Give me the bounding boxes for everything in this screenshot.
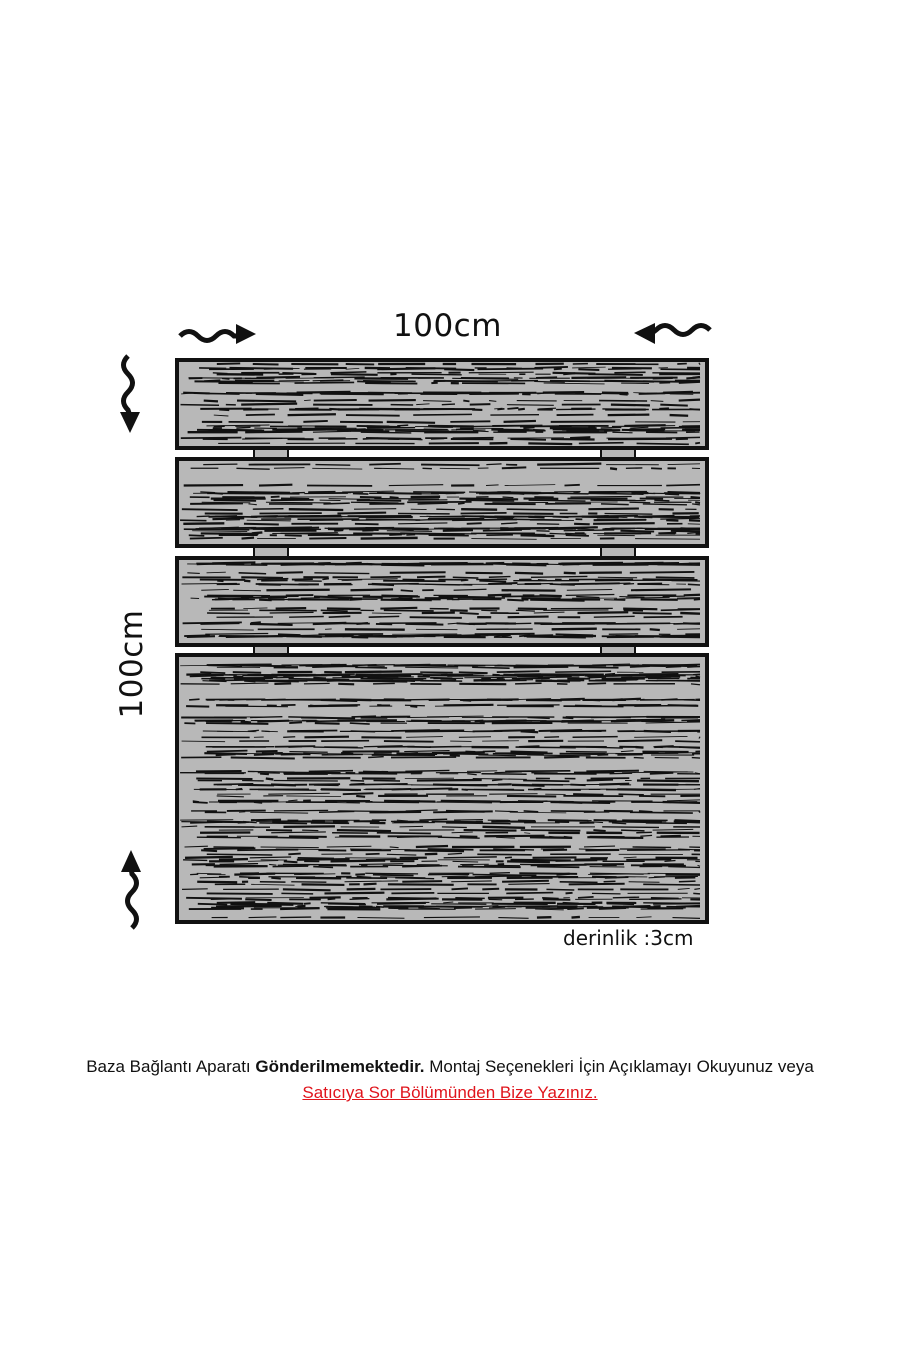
width-label: 100cm	[393, 308, 502, 344]
notice-line-2: Satıcıya Sor Bölümünden Bize Yazınız.	[0, 1083, 900, 1103]
arrow-left-up-icon	[121, 850, 141, 930]
arrow-top-left-icon	[178, 324, 256, 344]
notice-part2: Montaj Seçenekleri İçin Açıklamayı Okuyu…	[424, 1057, 814, 1076]
ask-seller-link[interactable]: Satıcıya Sor Bölümünden Bize Yazınız.	[302, 1083, 598, 1102]
notice-part1: Baza Bağlantı Aparatı	[86, 1057, 256, 1076]
height-label: 100cm	[114, 609, 150, 719]
arrow-left-down-icon	[120, 354, 140, 433]
notice-bold: Gönderilmemektedir.	[255, 1057, 425, 1076]
depth-label: derinlik :3cm	[563, 926, 694, 950]
notice-line-1: Baza Bağlantı Aparatı Gönderilmemektedir…	[0, 1057, 900, 1077]
arrow-top-right-icon	[634, 323, 712, 344]
wood-plank	[175, 556, 709, 647]
